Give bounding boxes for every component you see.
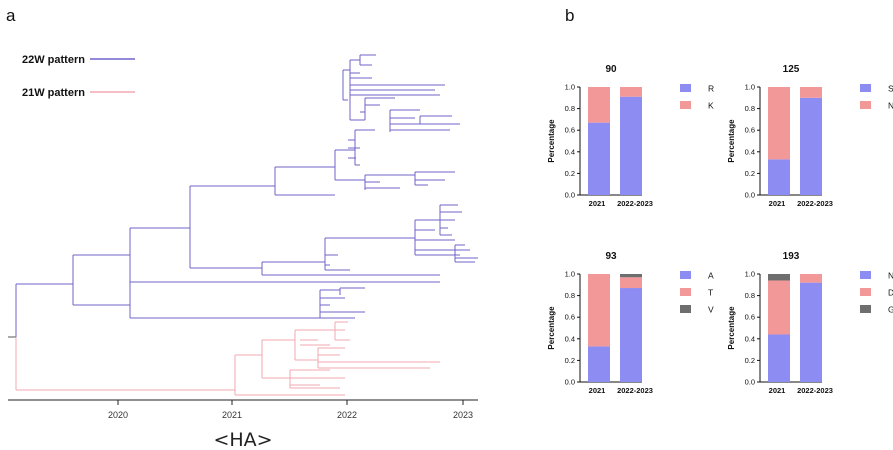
x-tick-label: 2021	[769, 199, 786, 208]
panel-a-letter: a	[6, 6, 16, 25]
y-tick-label: 0.6	[565, 126, 575, 135]
y-axis-label: Percentage	[547, 119, 556, 163]
y-tick-label: 0.0	[565, 378, 575, 387]
bar-segment-D	[768, 280, 790, 335]
bar-segment-V	[620, 274, 642, 278]
legend-swatch-N	[860, 101, 871, 109]
y-tick-label: 0.0	[745, 378, 755, 387]
gene-label: <HA>	[213, 429, 272, 450]
legend-label-N: N	[888, 101, 893, 111]
bar-segment-K	[588, 87, 610, 123]
y-tick-label: 0.4	[565, 334, 575, 343]
y-axis-label: Percentage	[727, 306, 736, 350]
y-tick-label: 1.0	[565, 270, 575, 279]
legend-swatch-G	[860, 305, 871, 313]
y-tick-label: 0.2	[565, 356, 575, 365]
legend-swatch-R	[680, 84, 691, 92]
bar-chart-193: 193 0.0 0.2 0.4 0.6 0.8 1.0 Percentage 2021 2022-…	[727, 251, 893, 395]
y-tick-label: 0.8	[565, 104, 575, 113]
legend-label-N: N	[888, 271, 893, 281]
legend-swatch-V	[680, 305, 691, 313]
tree-22w-clade	[15, 54, 478, 391]
legend-swatch-A	[680, 271, 691, 279]
legend-21w-label: 21W pattern	[22, 87, 85, 99]
bar-segment-R	[588, 122, 610, 195]
y-axis-label: Percentage	[727, 119, 736, 163]
bar-chart-title: 93	[605, 251, 617, 262]
y-tick-label: 0.4	[565, 147, 575, 156]
time-axis: 2020 2021 2022 2023 <HA>	[8, 399, 478, 450]
y-tick-label: 0.4	[745, 334, 755, 343]
y-tick-label: 0.8	[745, 104, 755, 113]
mutation-bar-charts: 90 0.0 0.2 0.4 0.6 0.8 1.0 Percentage 2021 2022-2…	[547, 64, 893, 395]
bar-segment-R	[620, 96, 642, 195]
bar-chart-125: 125 0.0 0.2 0.4 0.6 0.8 1.0 Percentage 2021 2022-…	[727, 64, 893, 208]
y-tick-label: 0.0	[565, 191, 575, 200]
y-tick-label: 0.2	[565, 169, 575, 178]
x-tick-label: 2021	[589, 199, 606, 208]
axis-tick-2020: 2020	[108, 410, 128, 420]
x-tick-label: 2022-2023	[617, 386, 653, 395]
x-tick-label: 2021	[769, 386, 786, 395]
y-tick-label: 0.2	[745, 356, 755, 365]
bar-segment-A	[588, 346, 610, 382]
x-tick-label: 2021	[589, 386, 606, 395]
x-tick-label: 2022-2023	[797, 386, 833, 395]
bar-segment-N	[800, 282, 822, 382]
legend-swatch-D	[860, 288, 871, 296]
panel-b-letter: b	[565, 6, 574, 25]
y-tick-label: 0.2	[745, 169, 755, 178]
bar-segment-S	[800, 97, 822, 195]
x-tick-label: 2022-2023	[797, 199, 833, 208]
bar-segment-A	[620, 288, 642, 382]
bar-segment-G	[768, 274, 790, 281]
tree-21w-clade	[15, 321, 440, 396]
legend-swatch-N	[860, 271, 871, 279]
legend-swatch-S	[860, 84, 871, 92]
legend-swatch-T	[680, 288, 691, 296]
legend-label-D: D	[888, 288, 893, 298]
y-tick-label: 0.4	[745, 147, 755, 156]
x-tick-label: 2022-2023	[617, 199, 653, 208]
legend-label-A: A	[708, 271, 714, 281]
y-tick-label: 0.8	[565, 291, 575, 300]
bar-segment-N	[768, 87, 790, 160]
legend-label-T: T	[708, 288, 713, 298]
y-tick-label: 1.0	[745, 83, 755, 92]
legend-label-R: R	[708, 84, 714, 94]
bar-segment-K	[620, 87, 642, 97]
y-axis-label: Percentage	[547, 306, 556, 350]
y-tick-label: 0.0	[745, 191, 755, 200]
bar-segment-N	[768, 334, 790, 382]
bar-segment-D	[800, 274, 822, 283]
legend-label-K: K	[708, 101, 714, 111]
legend-label-G: G	[888, 305, 893, 315]
bar-chart-title: 125	[783, 64, 800, 75]
y-tick-label: 1.0	[745, 270, 755, 279]
axis-tick-2022: 2022	[337, 410, 357, 420]
bar-chart-93: 93 0.0 0.2 0.4 0.6 0.8 1.0 Percentage 2021 2022-2…	[547, 251, 714, 395]
bar-chart-title: 193	[783, 251, 800, 262]
y-tick-label: 0.8	[745, 291, 755, 300]
tree-legend: 22W pattern 21W pattern	[22, 54, 135, 99]
bar-segment-T	[588, 274, 610, 347]
bar-segment-S	[768, 159, 790, 195]
bar-chart-90: 90 0.0 0.2 0.4 0.6 0.8 1.0 Percentage 2021 2022-2…	[547, 64, 714, 208]
legend-22w-label: 22W pattern	[22, 54, 85, 66]
y-tick-label: 0.6	[745, 313, 755, 322]
bar-segment-T	[620, 277, 642, 289]
bar-segment-N	[800, 87, 822, 98]
axis-tick-2021: 2021	[222, 410, 242, 420]
axis-tick-2023: 2023	[453, 410, 473, 420]
y-tick-label: 0.6	[565, 313, 575, 322]
y-tick-label: 1.0	[565, 83, 575, 92]
legend-label-V: V	[708, 305, 714, 315]
bar-chart-title: 90	[605, 64, 617, 75]
legend-swatch-K	[680, 101, 691, 109]
y-tick-label: 0.6	[745, 126, 755, 135]
legend-label-S: S	[888, 84, 893, 94]
